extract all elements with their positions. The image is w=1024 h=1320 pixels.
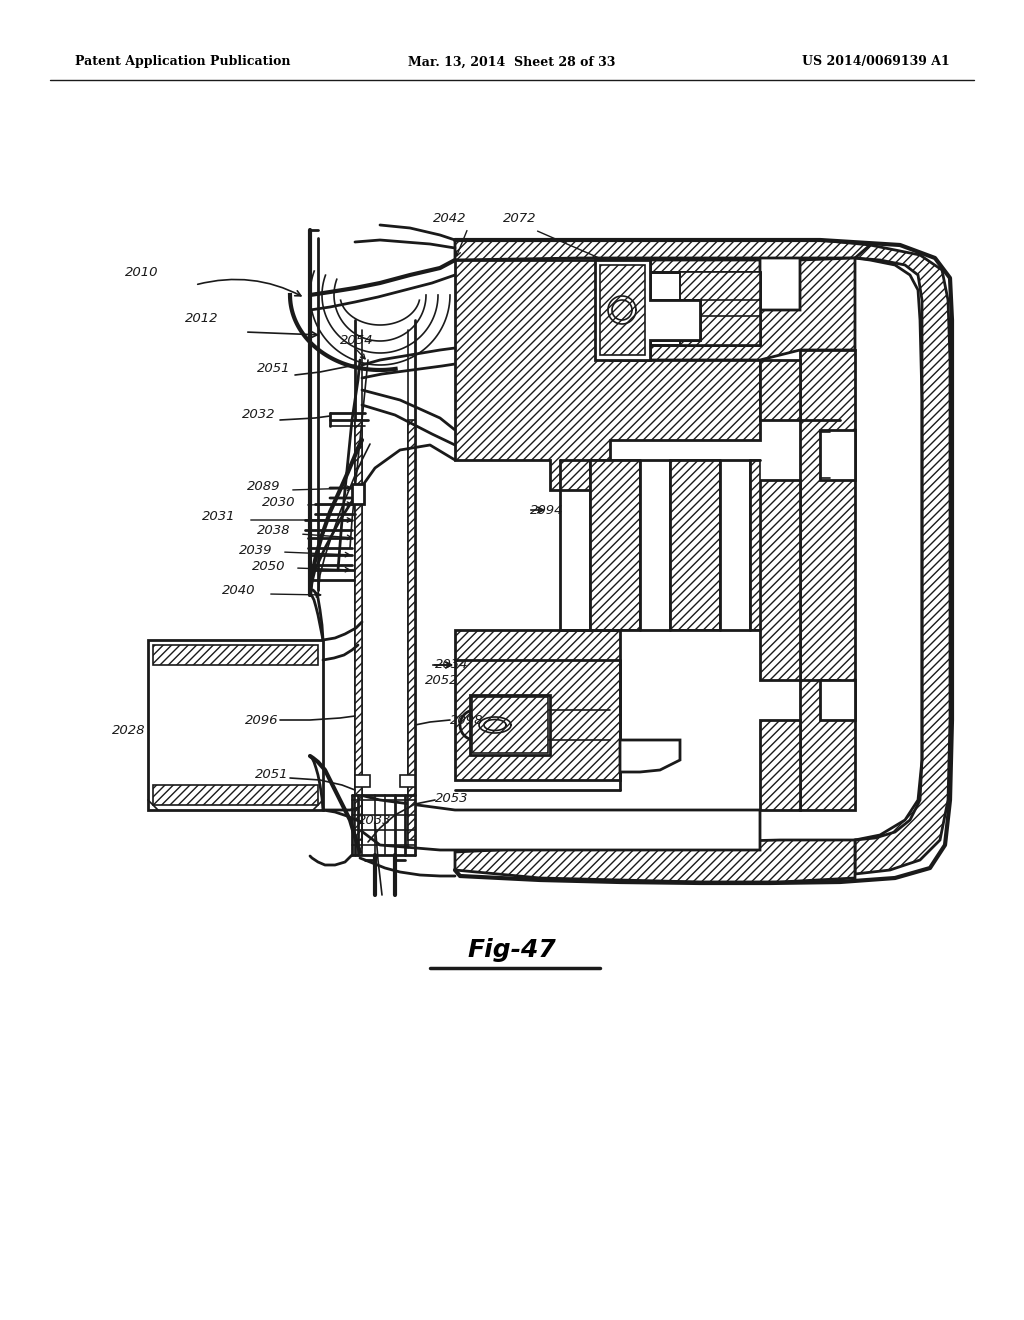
Bar [352, 484, 364, 504]
Polygon shape [360, 795, 760, 850]
Bar [400, 775, 415, 787]
Polygon shape [455, 840, 855, 882]
Text: 2038: 2038 [256, 524, 290, 536]
Text: 2072: 2072 [503, 211, 537, 224]
Text: 2028: 2028 [112, 723, 145, 737]
Text: 2032: 2032 [242, 408, 275, 421]
Text: 2031: 2031 [202, 510, 234, 523]
Text: 2051: 2051 [256, 362, 290, 375]
Polygon shape [640, 272, 760, 345]
Polygon shape [590, 459, 640, 630]
Polygon shape [750, 459, 760, 630]
Text: 2050: 2050 [252, 560, 285, 573]
Polygon shape [855, 246, 950, 874]
Polygon shape [153, 645, 318, 665]
Polygon shape [670, 459, 720, 630]
Polygon shape [620, 741, 680, 772]
Text: 2034: 2034 [435, 659, 469, 672]
Polygon shape [455, 260, 760, 490]
Text: Patent Application Publication: Patent Application Publication [75, 55, 291, 69]
Polygon shape [408, 420, 415, 840]
Polygon shape [153, 785, 318, 805]
Polygon shape [600, 265, 645, 355]
Text: US 2014/0069139 A1: US 2014/0069139 A1 [802, 55, 950, 69]
Polygon shape [610, 257, 855, 360]
Text: Fig-47: Fig-47 [468, 939, 556, 962]
Polygon shape [680, 272, 760, 345]
Text: 2012: 2012 [184, 312, 218, 325]
Polygon shape [760, 360, 800, 420]
Polygon shape [355, 420, 362, 840]
Text: 2051: 2051 [255, 768, 288, 781]
Text: 2054: 2054 [340, 334, 374, 346]
Polygon shape [820, 430, 855, 480]
Text: 2052: 2052 [425, 675, 459, 688]
Text: 2030: 2030 [261, 496, 295, 510]
Polygon shape [760, 719, 800, 810]
Text: 2089: 2089 [247, 480, 280, 494]
Polygon shape [595, 260, 700, 360]
Text: 2042: 2042 [433, 211, 467, 224]
Text: 2053: 2053 [435, 792, 469, 804]
Text: 2098: 2098 [450, 714, 483, 726]
Bar [148, 640, 323, 810]
Bar [355, 775, 370, 787]
Polygon shape [800, 350, 855, 810]
Bar [470, 696, 550, 755]
Polygon shape [440, 810, 760, 850]
Polygon shape [760, 480, 800, 680]
Text: 2094: 2094 [530, 503, 563, 516]
Text: 2096: 2096 [245, 714, 278, 726]
Text: 2039: 2039 [239, 544, 272, 557]
Polygon shape [455, 240, 870, 260]
Text: 2040: 2040 [221, 583, 255, 597]
Polygon shape [820, 680, 855, 719]
Text: 2033: 2033 [358, 813, 392, 826]
Polygon shape [455, 630, 620, 780]
Polygon shape [472, 697, 548, 752]
Text: Mar. 13, 2014  Sheet 28 of 33: Mar. 13, 2014 Sheet 28 of 33 [409, 55, 615, 69]
Text: 2010: 2010 [125, 265, 158, 279]
